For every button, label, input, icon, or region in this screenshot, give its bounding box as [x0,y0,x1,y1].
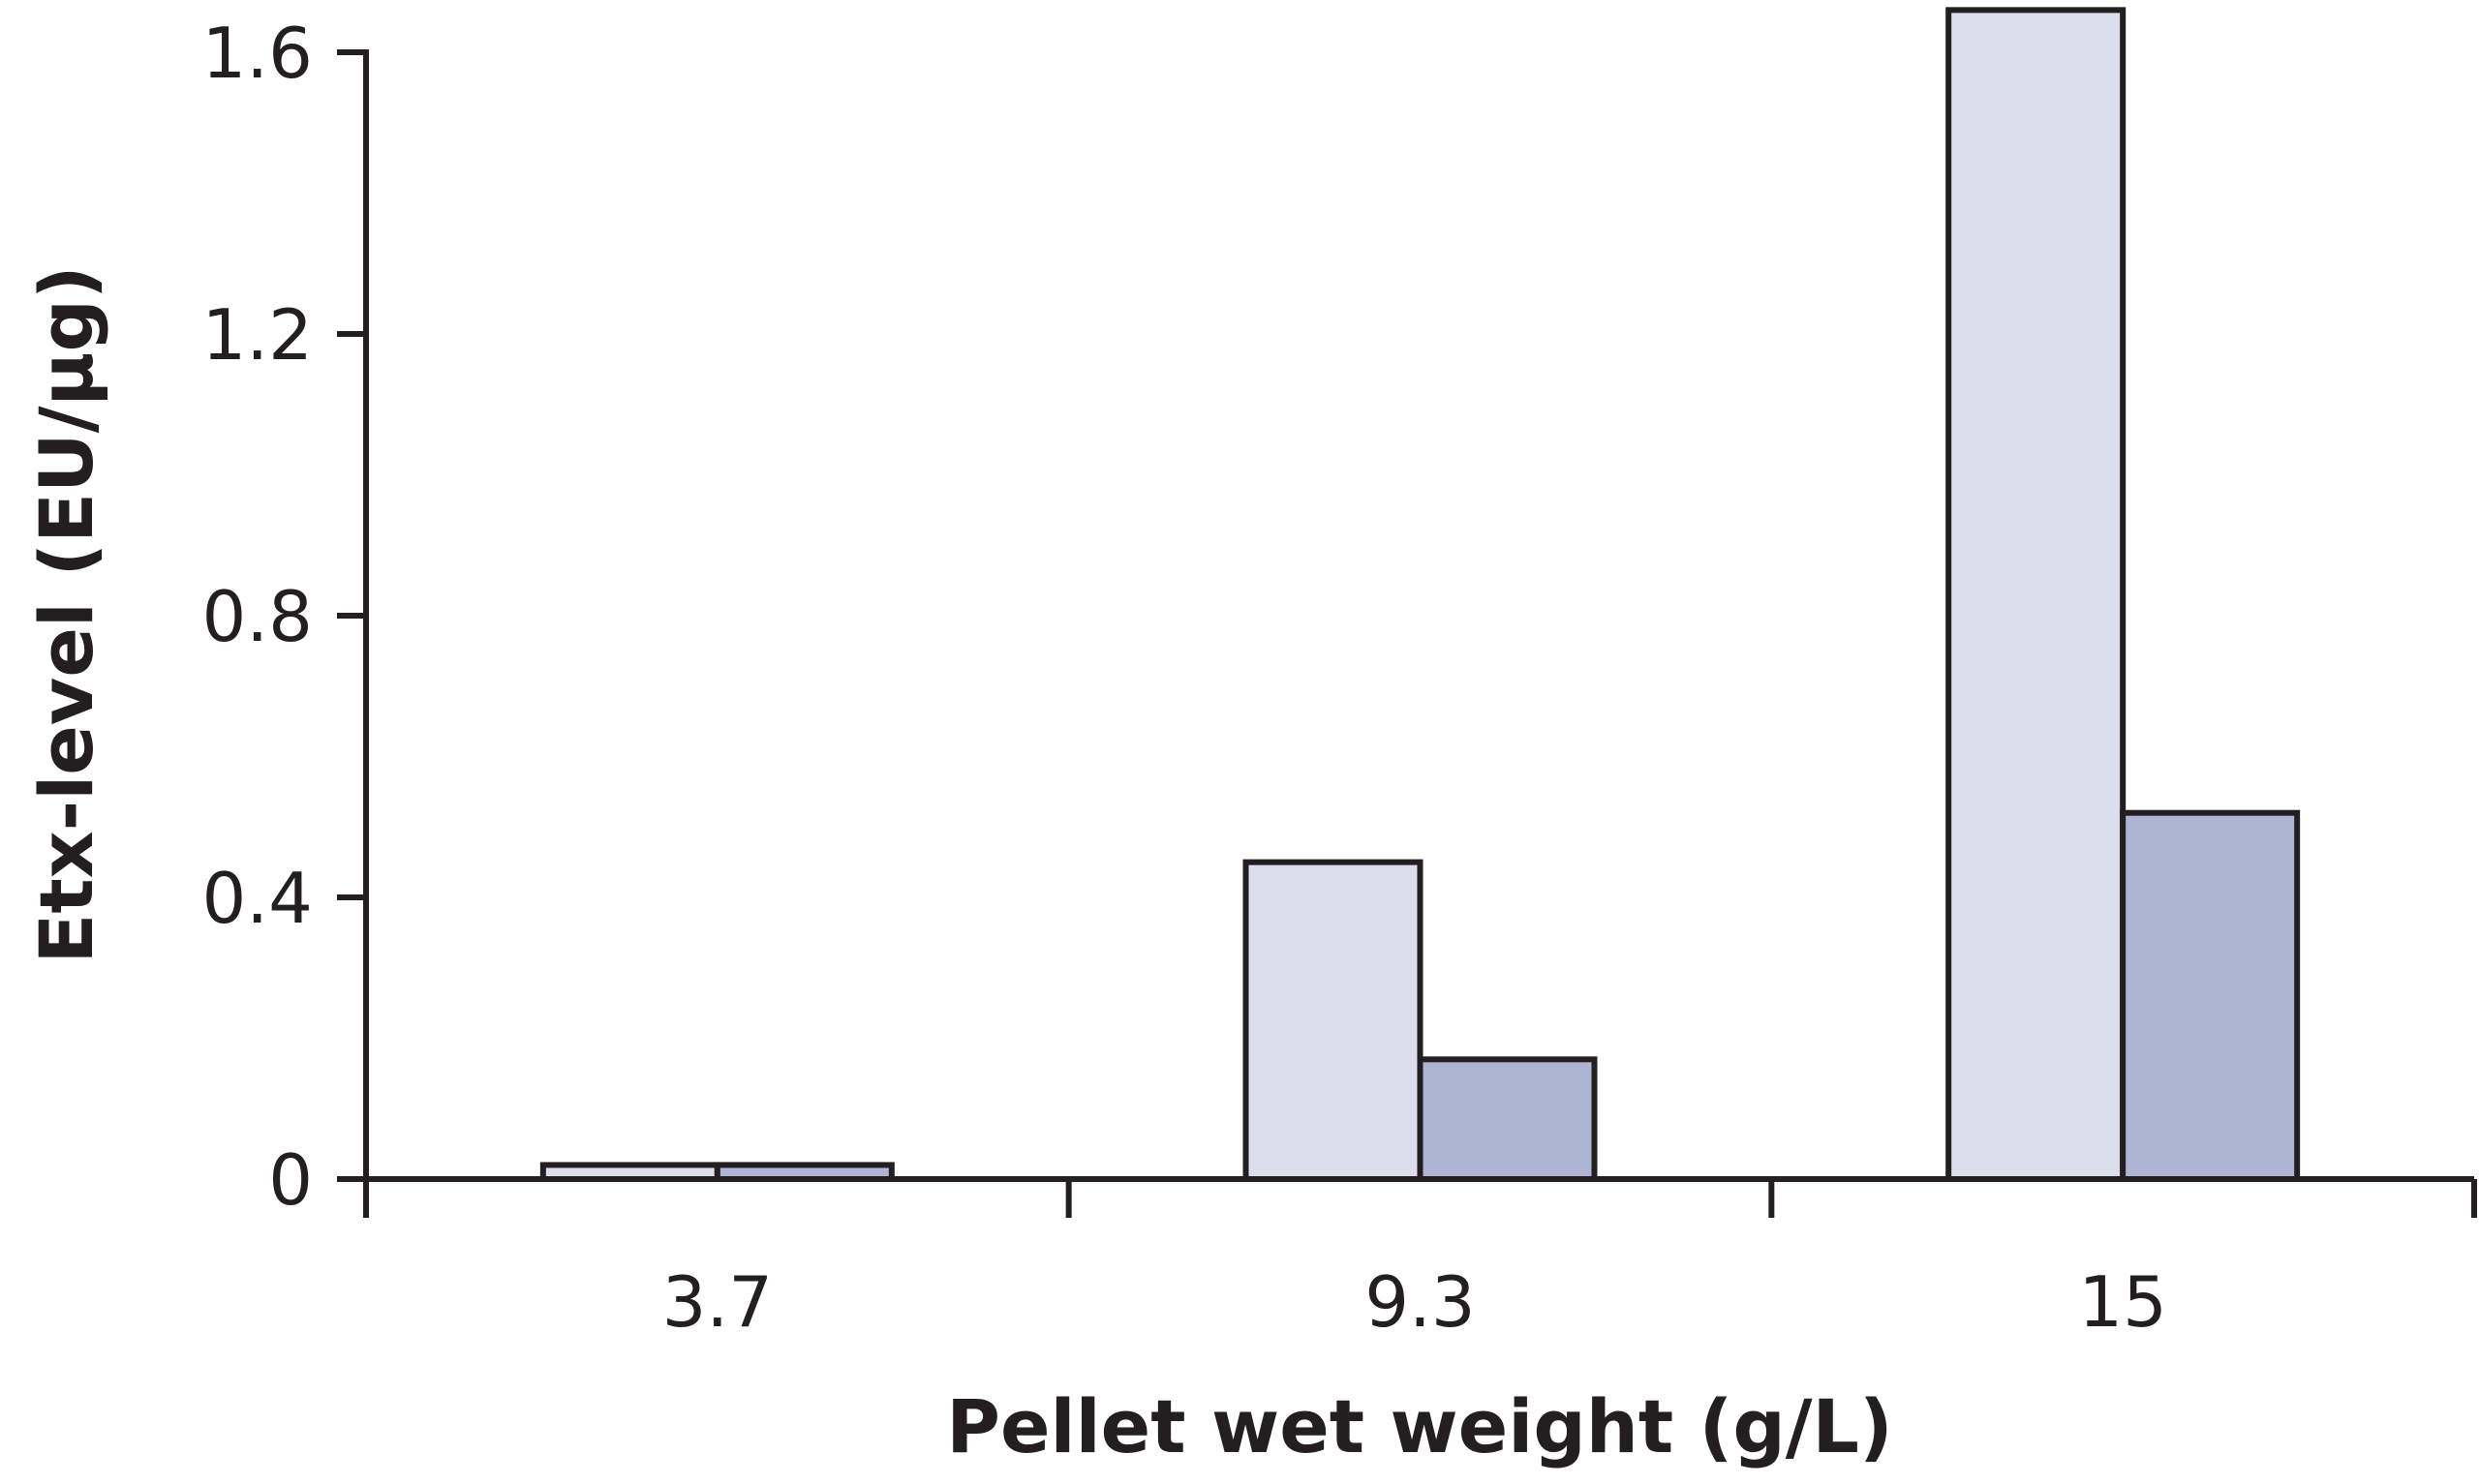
x-tick-label: 3.7 [662,1261,774,1343]
y-axis-title: Etx-level (EU/µg) [23,265,109,963]
y-tick-label: 1.6 [201,13,313,94]
y-tick-label: 0 [268,1139,313,1221]
x-tick-label: 9.3 [1364,1261,1476,1343]
bar-15-series-1 [1945,7,2127,1183]
x-tick-label: 15 [2078,1261,2167,1343]
y-tick-label: 1.2 [201,294,313,376]
y-tick-label: 0.8 [201,576,313,657]
bar-9.3-series-2 [1417,1056,1598,1182]
x-axis-title: Pellet wet weight (g/L) [946,1383,1892,1469]
bar-15-series-2 [2120,809,2301,1182]
y-tick-label: 0.4 [201,858,313,939]
bar-9.3-series-1 [1242,859,1423,1182]
